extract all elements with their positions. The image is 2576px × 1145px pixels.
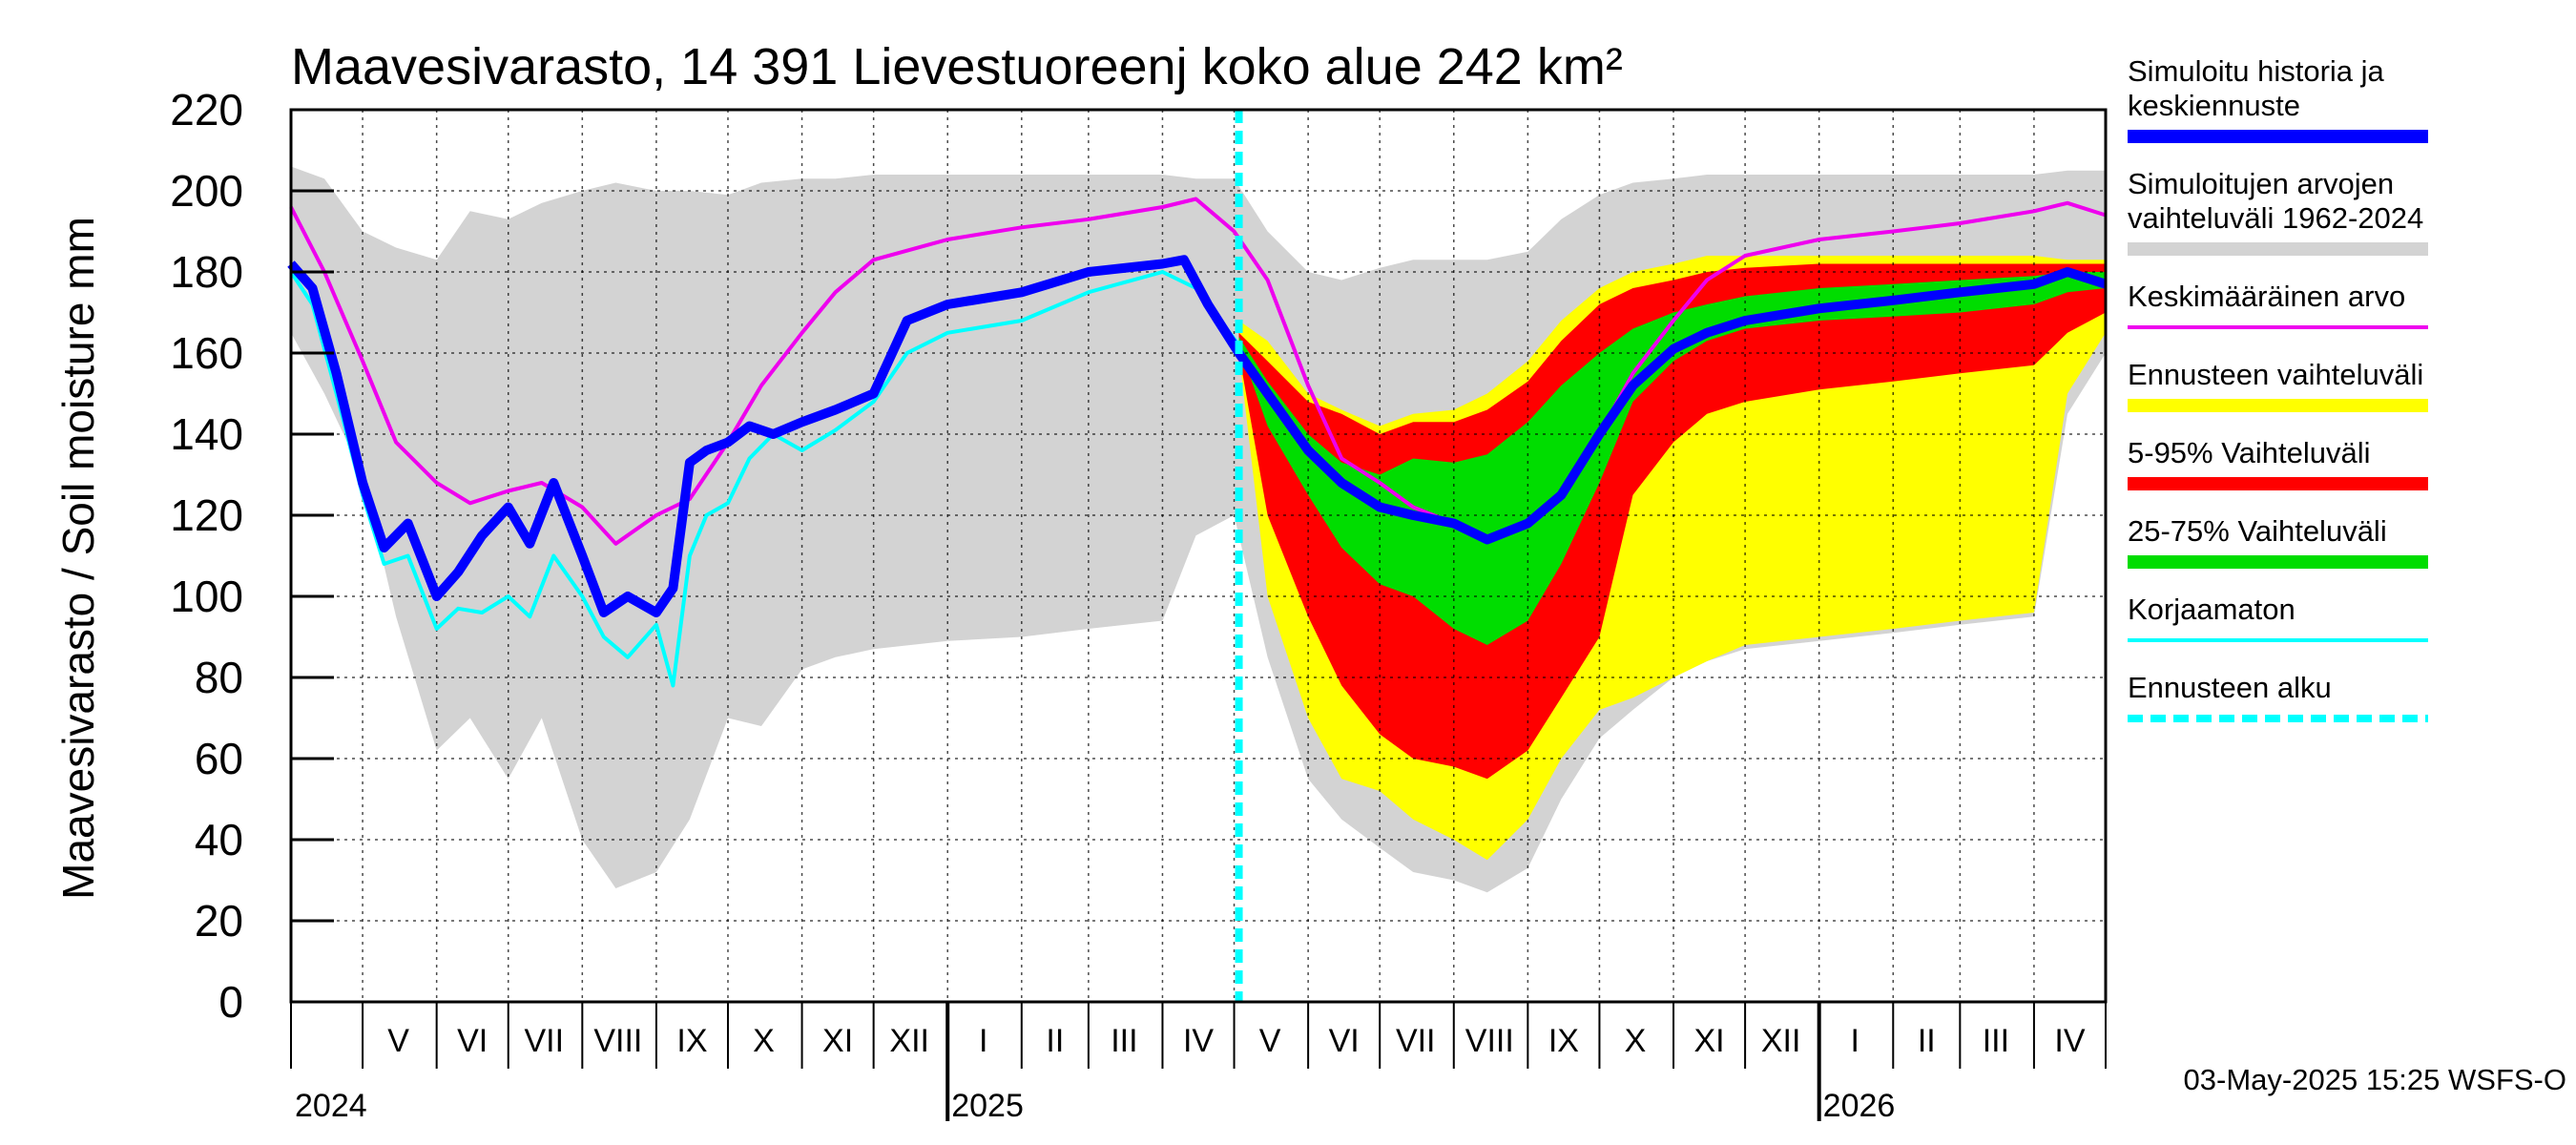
band-2 — [1238, 263, 2106, 780]
month-label-1: VI — [457, 1023, 488, 1059]
month-label-17: X — [1625, 1023, 1647, 1059]
y-tick-label-10: 200 — [170, 166, 243, 216]
y-tick-label-1: 20 — [195, 896, 243, 946]
timestamp-footer: 03-May-2025 15:25 WSFS-O — [2184, 1063, 2566, 1096]
month-label-14: VII — [1396, 1023, 1436, 1059]
month-label-9: II — [1046, 1023, 1064, 1059]
y-tick-label-6: 120 — [170, 490, 243, 540]
legend-label-1-0: Simuloitujen arvojen — [2128, 167, 2394, 200]
month-label-21: II — [1918, 1023, 1936, 1059]
year-label-1: 2025 — [951, 1088, 1024, 1124]
month-label-2: VII — [524, 1023, 564, 1059]
month-label-16: IX — [1548, 1023, 1579, 1059]
month-label-0: V — [387, 1023, 409, 1059]
line-series-2 — [287, 255, 2108, 617]
month-label-10: III — [1111, 1023, 1137, 1059]
month-label-4: IX — [676, 1023, 707, 1059]
legend-label-3-0: Ennusteen vaihteluväli — [2128, 358, 2423, 391]
month-label-8: I — [979, 1023, 987, 1059]
legend-label-6-0: Korjaamaton — [2128, 593, 2296, 626]
legend-label-1-1: vaihteluväli 1962-2024 — [2128, 201, 2423, 235]
y-tick-label-9: 180 — [170, 247, 243, 297]
y-tick-label-11: 220 — [170, 85, 243, 135]
month-label-13: VI — [1329, 1023, 1360, 1059]
legend-label-7-0: Ennusteen alku — [2128, 671, 2332, 704]
month-label-3: VIII — [593, 1023, 642, 1059]
month-label-18: XI — [1694, 1023, 1725, 1059]
month-label-20: I — [1850, 1023, 1859, 1059]
y-axis-label: Maavesivarasto / Soil moisture mm — [53, 217, 103, 900]
month-label-11: IV — [1183, 1023, 1214, 1059]
plot-frame — [289, 108, 2108, 1004]
line-series-0 — [289, 197, 2107, 546]
month-label-7: XII — [889, 1023, 929, 1059]
y-tick-label-4: 80 — [195, 653, 243, 702]
y-tick-label-5: 100 — [170, 572, 243, 621]
month-label-12: V — [1259, 1023, 1281, 1059]
month-label-6: XI — [822, 1023, 853, 1059]
year-label-0: 2024 — [295, 1088, 367, 1124]
y-tick-label-7: 140 — [170, 409, 243, 459]
y-tick-label-2: 40 — [195, 815, 243, 864]
y-tick-label-3: 60 — [195, 734, 243, 783]
series-lines — [287, 110, 2108, 1002]
legend-label-2-0: Keskimääräinen arvo — [2128, 280, 2405, 313]
grid-lines — [291, 110, 2106, 1002]
month-label-15: VIII — [1465, 1023, 1514, 1059]
legend-label-5-0: 25-75% Vaihteluväli — [2128, 514, 2387, 548]
line-series-1 — [289, 270, 1241, 688]
month-label-5: X — [753, 1023, 775, 1059]
legend-label-0-0: Simuloitu historia ja — [2128, 54, 2385, 88]
y-tick-label-8: 160 — [170, 328, 243, 378]
month-label-22: III — [1983, 1023, 2009, 1059]
chart-title: Maavesivarasto, 14 391 Lievestuoreenj ko… — [291, 38, 1623, 95]
legend-label-4-0: 5-95% Vaihteluväli — [2128, 436, 2370, 469]
month-label-23: IV — [2054, 1023, 2085, 1059]
band-3 — [1238, 272, 2106, 645]
legend-label-0-1: keskiennuste — [2128, 89, 2300, 122]
year-label-2: 2026 — [1823, 1088, 1896, 1124]
y-tick-label-0: 0 — [218, 977, 243, 1027]
month-label-19: XII — [1761, 1023, 1801, 1059]
